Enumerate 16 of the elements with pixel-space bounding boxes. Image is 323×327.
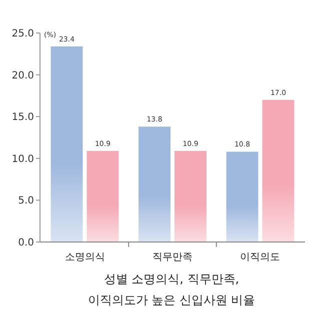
text: 성별 소명의식, 직무만족, 이직의도가 높은 신입사원 비율 [88, 272, 256, 307]
x-tick-label: 직무만족 [152, 252, 192, 263]
y-tick-label: 20.0 [12, 70, 34, 82]
x-tick-label: 이직의도 [240, 252, 280, 263]
bar [138, 126, 170, 242]
y-tick-label: 15.0 [12, 112, 34, 124]
bar [174, 150, 206, 242]
x-tick-label: 소명의식 [64, 252, 105, 263]
y-tick-label: 25.0 [12, 28, 34, 40]
bar [226, 152, 258, 242]
y-tick-label: 5.0 [18, 196, 34, 207]
bar [86, 150, 119, 242]
y-tick-label: 0.0 [18, 238, 34, 248]
bar [262, 100, 294, 242]
y-tick-label: 10.0 [12, 154, 34, 165]
bar [50, 46, 83, 242]
